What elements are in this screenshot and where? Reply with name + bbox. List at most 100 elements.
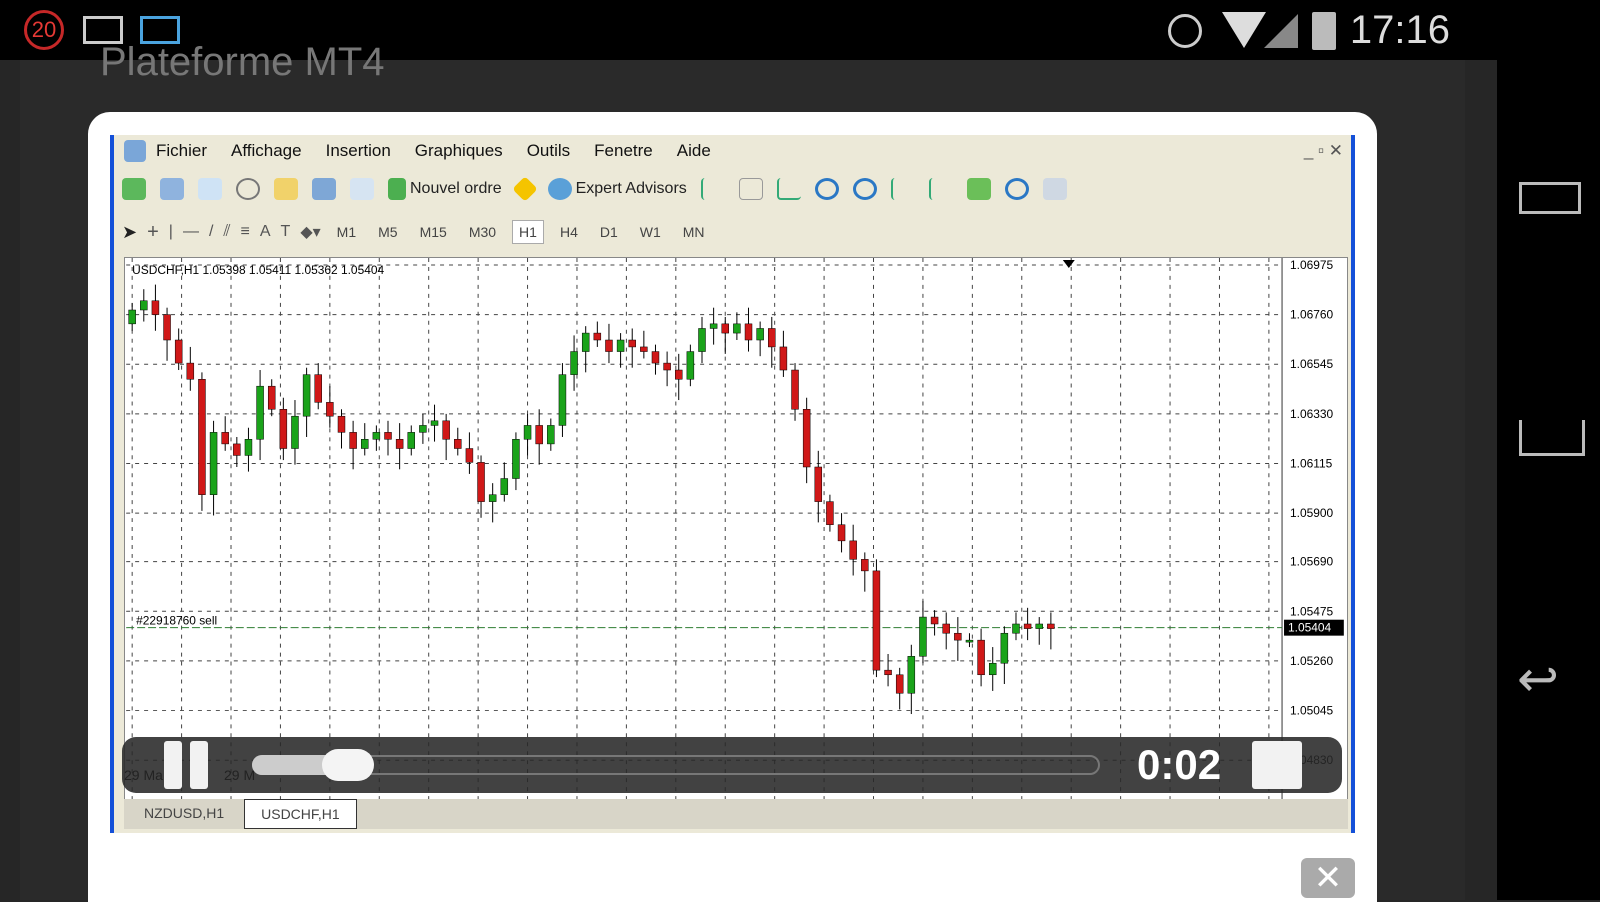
candle bbox=[884, 653, 892, 687]
menu-fenetre[interactable]: Fenetre bbox=[594, 141, 653, 160]
candle bbox=[512, 432, 520, 491]
tab-usdchf[interactable]: USDCHF,H1 bbox=[244, 799, 357, 829]
current-price-label: 1.05404 bbox=[1288, 621, 1332, 635]
candle bbox=[361, 423, 369, 456]
seek-thumb[interactable] bbox=[322, 749, 375, 781]
menu-graphiques[interactable]: Graphiques bbox=[414, 141, 503, 160]
text-icon[interactable]: A bbox=[259, 223, 271, 240]
text-label-icon[interactable]: T bbox=[280, 223, 291, 240]
fibonacci-icon[interactable]: ≡ bbox=[240, 223, 250, 240]
equidistant-channel-icon[interactable]: ⫽ bbox=[223, 223, 231, 240]
timeframe-h4[interactable]: H4 bbox=[559, 224, 578, 240]
timeframe-d1[interactable]: D1 bbox=[599, 224, 618, 240]
timeframe-h1[interactable]: H1 bbox=[512, 220, 544, 244]
status-bar: 20 17:16 bbox=[0, 0, 1600, 60]
window-controls[interactable]: _ ▫ ✕ bbox=[1303, 141, 1343, 160]
bar-chart-icon[interactable] bbox=[700, 178, 725, 200]
trendline-icon[interactable]: / bbox=[208, 223, 214, 240]
candle bbox=[593, 321, 602, 347]
pause-button[interactable] bbox=[164, 741, 212, 789]
home-icon[interactable] bbox=[1519, 420, 1585, 456]
timeframe-w1[interactable]: W1 bbox=[639, 224, 661, 240]
indicators-icon[interactable] bbox=[966, 178, 991, 200]
candle bbox=[861, 552, 869, 592]
market-watch-icon[interactable] bbox=[198, 178, 222, 200]
menu-aide[interactable]: Aide bbox=[676, 141, 711, 160]
candle bbox=[942, 612, 950, 650]
vertical-line-icon[interactable]: | bbox=[168, 223, 173, 240]
timeframe-m30[interactable]: M30 bbox=[468, 224, 497, 240]
cursor-arrow-icon[interactable]: ➤ bbox=[122, 221, 138, 242]
terminal-icon[interactable] bbox=[312, 178, 336, 200]
back-icon[interactable]: ↩ bbox=[1517, 651, 1559, 707]
candle bbox=[128, 303, 136, 331]
menu-fichier[interactable]: Fichier bbox=[156, 141, 208, 160]
menu-insertion[interactable]: Insertion bbox=[325, 141, 391, 160]
candle bbox=[698, 316, 706, 364]
crosshair-icon[interactable]: + bbox=[147, 220, 159, 243]
candle bbox=[791, 363, 799, 421]
profiles-icon[interactable] bbox=[160, 178, 184, 200]
candle bbox=[837, 513, 846, 553]
seek-bar[interactable] bbox=[252, 755, 1100, 775]
candlestick-icon[interactable] bbox=[738, 178, 763, 200]
chart-title: USDCHF,H1 1.05398 1.05411 1.05362 1.0540… bbox=[132, 263, 384, 277]
zoom-in-icon[interactable] bbox=[814, 178, 839, 200]
timeframe-mn[interactable]: MN bbox=[682, 224, 705, 240]
candle bbox=[233, 436, 241, 467]
background-title: Plateforme MT4 bbox=[100, 40, 385, 84]
candle bbox=[768, 316, 776, 368]
candle bbox=[721, 316, 729, 354]
menu-outils[interactable]: Outils bbox=[526, 141, 571, 160]
candle bbox=[174, 328, 183, 371]
candle bbox=[535, 409, 543, 465]
y-tick-label: 1.05900 bbox=[1290, 506, 1334, 520]
mt4-window: Fichier Affichage Insertion Graphiques O… bbox=[110, 135, 1355, 833]
video-controls: 29 Ma 29 M 0:02 bbox=[122, 737, 1342, 793]
line-chart-icon[interactable] bbox=[776, 178, 801, 200]
autotrading-warning-icon[interactable] bbox=[511, 176, 538, 202]
standard-toolbar: Nouvel ordre Expert Advisors bbox=[122, 169, 1067, 209]
candle bbox=[930, 610, 939, 636]
order-label: #22918760 sell bbox=[136, 614, 217, 628]
periods-clock-icon[interactable] bbox=[1004, 178, 1029, 200]
new-order-button[interactable]: Nouvel ordre bbox=[388, 178, 502, 200]
fullscreen-button[interactable] bbox=[1252, 741, 1302, 789]
timeframe-m5[interactable]: M5 bbox=[378, 224, 398, 240]
tab-nzdusd[interactable]: NZDUSD,H1 bbox=[144, 805, 225, 821]
menu-affichage[interactable]: Affichage bbox=[231, 141, 302, 160]
candle bbox=[895, 667, 904, 710]
price-chart[interactable]: 1.06975 1.06760 1.06545 1.06330 1.06115 1.059… bbox=[124, 257, 1348, 817]
favorites-icon[interactable] bbox=[274, 178, 298, 200]
candle bbox=[140, 289, 148, 322]
candle bbox=[756, 321, 764, 357]
fullscreen-toggle-icon[interactable] bbox=[1042, 178, 1067, 200]
candle bbox=[826, 494, 834, 532]
zoom-out-icon[interactable] bbox=[852, 178, 877, 200]
date-label: 29 M bbox=[224, 767, 256, 783]
candle bbox=[256, 370, 264, 461]
candle bbox=[267, 379, 276, 417]
expert-advisors-button[interactable]: Expert Advisors bbox=[547, 178, 687, 200]
crosshair-target-icon[interactable] bbox=[236, 178, 260, 200]
expert-advisors-label: Expert Advisors bbox=[575, 180, 687, 197]
recent-apps-icon[interactable] bbox=[1519, 182, 1581, 214]
horizontal-line-icon[interactable]: — bbox=[182, 223, 199, 240]
candle bbox=[547, 418, 555, 451]
candle bbox=[686, 344, 695, 387]
strategy-tester-icon[interactable] bbox=[350, 178, 374, 200]
new-chart-icon[interactable] bbox=[122, 178, 146, 200]
candle bbox=[186, 346, 195, 391]
timeframe-m1[interactable]: M1 bbox=[336, 224, 357, 240]
close-dialog-button[interactable]: ✕ bbox=[1301, 858, 1355, 898]
timeframe-m15[interactable]: M15 bbox=[419, 224, 447, 240]
auto-scroll-icon[interactable] bbox=[890, 178, 915, 200]
wifi-icon bbox=[1222, 12, 1266, 48]
candle bbox=[523, 413, 532, 456]
chart-shift-icon[interactable] bbox=[928, 178, 953, 200]
candle bbox=[651, 344, 660, 375]
candle bbox=[395, 423, 404, 470]
candle bbox=[209, 420, 218, 516]
candle bbox=[372, 425, 381, 451]
arrows-dropdown-icon[interactable]: ◆▾ bbox=[300, 224, 321, 241]
